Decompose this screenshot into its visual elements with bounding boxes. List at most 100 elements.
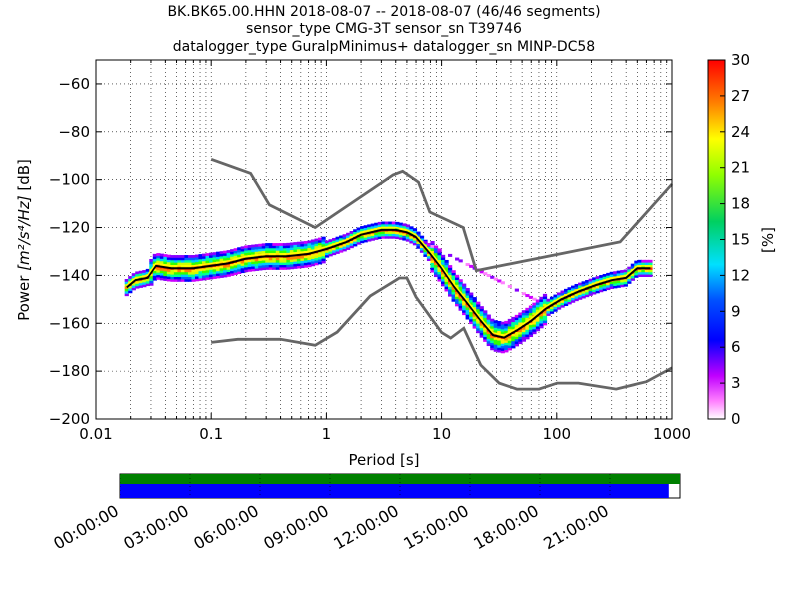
heatmap-cell — [268, 264, 273, 268]
heatmap-cell — [163, 256, 168, 260]
heatmap-cell — [451, 270, 456, 274]
heatmap-cell — [166, 278, 172, 282]
heatmap-cell — [339, 237, 344, 241]
heatmap-cell — [472, 304, 477, 308]
heatmap-cell — [637, 259, 643, 263]
heatmap-cell — [430, 244, 435, 248]
heatmap-cell — [500, 340, 505, 344]
heatmap-cell — [205, 277, 210, 280]
heatmap-cell — [349, 245, 354, 249]
heatmap-cell — [395, 233, 400, 237]
heatmap-cell — [261, 262, 266, 266]
heatmap-cell — [346, 247, 351, 250]
heatmap-cell — [268, 259, 273, 263]
heatmap-cell — [307, 245, 312, 249]
heatmap-cell — [293, 258, 298, 262]
heatmap-cell — [170, 271, 175, 275]
heatmap-cell — [166, 273, 172, 277]
heatmap-cell — [156, 257, 161, 261]
heatmap-cell — [448, 253, 453, 257]
heatmap-cell — [419, 238, 425, 241]
heatmap-cell — [602, 283, 607, 287]
heatmap-cell — [152, 258, 157, 262]
heatmap-cell — [539, 296, 544, 300]
heatmap-cell — [609, 281, 614, 285]
heatmap-cell — [163, 273, 168, 277]
heatmap-cell — [433, 252, 439, 256]
heatmap-cell — [303, 264, 309, 268]
heatmap-cell — [433, 271, 439, 275]
heatmap-cell — [173, 262, 179, 266]
heatmap-cell — [395, 236, 400, 240]
heatmap-cell — [317, 242, 323, 246]
heatmap-cell — [535, 306, 541, 310]
heatmap-cell — [444, 279, 449, 282]
heatmap-cell — [423, 249, 428, 253]
heatmap-cell — [437, 248, 442, 252]
heatmap-cell — [511, 336, 516, 339]
heatmap-cell — [184, 276, 189, 280]
heatmap-cell — [592, 279, 597, 283]
heatmap-cell — [521, 329, 527, 333]
heatmap-cell — [142, 282, 147, 285]
heatmap-cell — [293, 261, 298, 265]
colorbar-tick-label: 27 — [731, 87, 750, 105]
heatmap-cell — [479, 315, 484, 319]
heatmap-cell — [504, 328, 509, 331]
heatmap-cell — [293, 249, 298, 253]
heatmap-cell — [307, 242, 312, 246]
heatmap-cell — [289, 264, 295, 267]
heatmap-cell — [237, 261, 242, 265]
heatmap-cell — [187, 274, 193, 277]
heatmap-cell — [458, 281, 463, 285]
heatmap-cell — [588, 278, 593, 282]
heatmap-cell — [124, 281, 129, 285]
heatmap-cell — [542, 313, 548, 316]
heatmap-cell — [251, 251, 256, 255]
heatmap-cell — [458, 279, 463, 283]
heatmap-cell — [138, 282, 143, 286]
heatmap-cell — [356, 239, 361, 243]
heatmap-cell — [342, 243, 347, 247]
heatmap-cell — [532, 312, 537, 316]
heatmap-cell — [310, 241, 316, 245]
heatmap-cell — [286, 262, 291, 265]
y-tick-label: −200 — [49, 410, 90, 428]
heatmap-cell — [275, 250, 281, 254]
heatmap-cell — [483, 315, 488, 318]
heatmap-cell — [490, 323, 495, 327]
heatmap-cell — [149, 282, 154, 286]
heatmap-cell — [374, 234, 379, 238]
heatmap-cell — [149, 261, 154, 265]
heatmap-cell — [265, 267, 270, 270]
heatmap-cell — [230, 249, 235, 252]
heatmap-cell — [440, 276, 446, 280]
heatmap-cell — [240, 267, 245, 271]
heatmap-cell — [448, 291, 453, 295]
heatmap-cell — [187, 255, 193, 258]
heatmap-cell — [237, 252, 242, 255]
heatmap-cell — [613, 280, 618, 284]
heatmap-cell — [616, 280, 621, 284]
heatmap-cell — [578, 282, 583, 286]
heatmap-cell — [511, 326, 516, 330]
heatmap-cell — [648, 267, 653, 270]
heatmap-cell — [219, 258, 224, 262]
heatmap-cell — [514, 288, 519, 292]
heatmap-cell — [563, 298, 569, 302]
heatmap-cell — [532, 331, 537, 335]
heatmap-cell — [563, 288, 569, 292]
heatmap-cell — [363, 237, 368, 240]
heatmap-cell — [128, 278, 133, 282]
heatmap-cell — [307, 264, 312, 268]
colorbar-tick-label: 21 — [731, 159, 750, 177]
heatmap-cell — [198, 268, 203, 272]
x-tick-label: 10 — [432, 425, 451, 443]
heatmap-cell — [528, 315, 534, 318]
heatmap-cell — [391, 233, 396, 237]
heatmap-cell — [293, 246, 298, 250]
heatmap-cell — [546, 310, 551, 314]
heatmap-cell — [525, 329, 530, 333]
heatmap-cell — [152, 270, 157, 274]
heatmap-cell — [261, 264, 266, 268]
